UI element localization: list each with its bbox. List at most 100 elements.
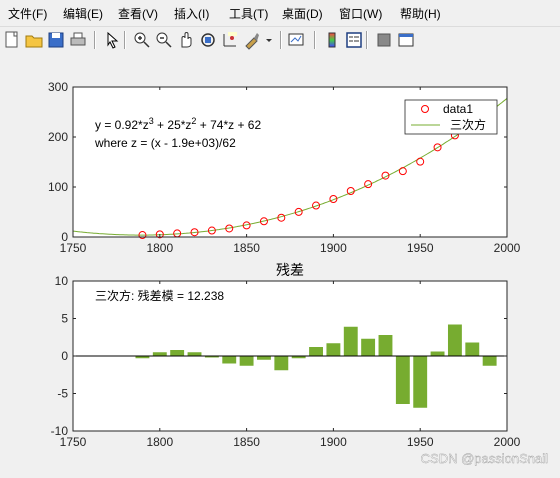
residual-axes-title: 残差 [276, 262, 304, 278]
y-tick-label: 0 [61, 349, 68, 363]
pointer-icon[interactable] [102, 30, 122, 50]
residual-bar [135, 356, 150, 359]
data-point [364, 180, 373, 189]
x-tick-label: 1950 [407, 435, 434, 449]
residual-norm-annotation: 三次方: 残差模 = 12.238 [95, 288, 224, 303]
new-file-icon[interactable] [2, 30, 22, 50]
show-plot-tools-icon[interactable] [396, 30, 416, 50]
colorbar-icon[interactable] [322, 30, 342, 50]
data-point [277, 213, 286, 222]
hide-plot-tools-icon[interactable] [374, 30, 394, 50]
data-point [190, 228, 199, 237]
x-tick-label: 1850 [233, 435, 260, 449]
data-point [346, 187, 355, 195]
data-point [416, 157, 425, 166]
legend-frame [404, 99, 498, 135]
menu-item-1[interactable]: 编辑(E) [63, 7, 103, 21]
toolbar-separator [124, 31, 126, 49]
y-tick-label: 100 [48, 180, 68, 194]
legend-label-data1: data1 [443, 102, 473, 116]
data-point [312, 201, 321, 210]
x-tick-label: 2000 [494, 435, 521, 449]
y-tick-label: -10 [51, 424, 69, 438]
chevron-down-icon[interactable] [264, 30, 274, 50]
open-folder-icon[interactable] [24, 30, 44, 50]
x-tick-label: 2000 [494, 241, 521, 255]
equation-line-1: y = 0.92*z3 + 25*z2 + 74*z + 62 [95, 116, 261, 132]
toolbar [0, 26, 560, 56]
menu-item-0[interactable]: 文件(F) [8, 7, 48, 21]
data-point [329, 195, 338, 203]
menu-item-4[interactable]: 工具(T) [229, 7, 269, 21]
residual-bar [257, 356, 271, 360]
fit-axes-ticks: 1750 1800 1850 1900 1950 2000 0 100 200 300 [48, 80, 521, 255]
data-point [138, 231, 147, 240]
data-cursor-icon[interactable] [220, 30, 240, 50]
data-point [225, 224, 234, 233]
rotate-3d-icon[interactable] [198, 30, 218, 50]
brush-icon[interactable] [242, 30, 262, 50]
residual-axes-ticks: 1750 1800 1850 1900 1950 2000 -10 -5 0 5 10 [51, 274, 521, 449]
residual-bar [361, 338, 376, 356]
residual-bar [187, 352, 202, 356]
watermark-text: CSDN @passionSnail [421, 451, 548, 466]
x-tick-label: 1950 [407, 241, 434, 255]
toolbar-separator [314, 31, 316, 49]
x-tick-label: 1850 [233, 241, 260, 255]
data-point [207, 226, 216, 235]
residual-bar [430, 351, 445, 356]
link-plot-icon[interactable] [286, 30, 306, 50]
data-point [242, 221, 251, 230]
toolbar-separator [94, 31, 96, 49]
x-tick-label: 1750 [60, 241, 87, 255]
zoom-out-icon[interactable] [154, 30, 174, 50]
equation-line-2: where z = (x - 1.9e+03)/62 [94, 136, 236, 150]
residual-bar [291, 356, 306, 359]
x-tick-label: 1800 [146, 241, 173, 255]
menu-item-5[interactable]: 桌面(D) [282, 7, 323, 21]
residual-bar [395, 356, 410, 404]
residual-bar [465, 342, 480, 356]
residual-bar [239, 356, 254, 366]
data-point [155, 230, 164, 239]
residual-bar [413, 356, 428, 408]
x-tick-label: 1750 [60, 435, 87, 449]
legend-marker-data1 [421, 105, 429, 113]
data-point [259, 217, 268, 226]
figure-canvas: 1750 1800 1850 1900 1950 2000 0 100 200 300 y = 0… [0, 55, 560, 475]
legend-icon[interactable] [344, 30, 364, 50]
residual-bar [274, 356, 289, 371]
menu-item-6[interactable]: 窗口(W) [339, 7, 383, 21]
y-tick-label: -5 [57, 387, 68, 401]
residual-bar [447, 324, 462, 356]
y-tick-label: 10 [55, 274, 69, 288]
pan-icon[interactable] [176, 30, 196, 50]
menu-item-2[interactable]: 查看(V) [118, 7, 158, 21]
menu-item-3[interactable]: 插入(I) [174, 7, 210, 21]
print-icon[interactable] [68, 30, 88, 50]
data-point [381, 171, 390, 180]
x-tick-label: 1900 [320, 241, 347, 255]
y-tick-label: 0 [61, 230, 68, 244]
residual-bar [326, 343, 341, 356]
residual-bars-group [135, 324, 497, 408]
x-tick-label: 1900 [320, 435, 347, 449]
residual-axes[interactable]: 残差 1750 1800 1850 1900 1950 2000 -10 -5 0 5 10 三次方… [51, 262, 521, 449]
residual-bar [170, 350, 185, 356]
fit-axes[interactable]: 1750 1800 1850 1900 1950 2000 0 100 200 300 y = 0… [48, 80, 521, 255]
toolbar-separator [280, 31, 282, 49]
y-tick-label: 200 [48, 130, 68, 144]
data-point [433, 143, 442, 152]
residual-bar [152, 352, 167, 356]
y-tick-label: 5 [61, 312, 68, 326]
menu-bar: 文件(F) 编辑(E) 查看(V) 插入(I) 工具(T) 桌面(D) 窗口(W) 帮助(H) [0, 0, 560, 26]
data-point [398, 167, 407, 176]
y-tick-label: 300 [48, 80, 68, 94]
residual-bar [222, 356, 237, 364]
zoom-in-icon[interactable] [132, 30, 152, 50]
residual-bar [309, 347, 323, 356]
save-icon[interactable] [46, 30, 66, 50]
menu-item-7[interactable]: 帮助(H) [400, 7, 441, 21]
